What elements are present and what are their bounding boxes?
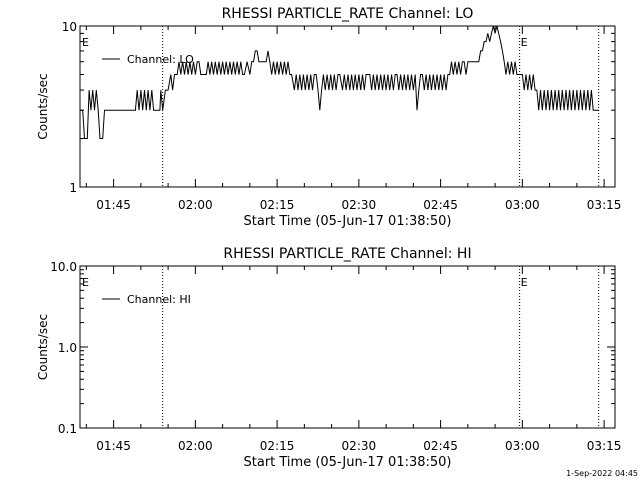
x-tick-label: 02:15 bbox=[260, 439, 295, 453]
footer-timestamp: 1-Sep-2022 04:45 bbox=[566, 469, 638, 478]
x-tick-label: 02:45 bbox=[423, 439, 458, 453]
x-tick-label: 03:15 bbox=[587, 439, 622, 453]
x-tick-label: 03:00 bbox=[505, 198, 540, 212]
x-tick-label: 02:15 bbox=[260, 198, 295, 212]
x-axis-label: Start Time (05-Jun-17 01:38:50) bbox=[244, 214, 452, 229]
series-line-channel-lo bbox=[80, 25, 599, 139]
y-tick-label: 1.0 bbox=[58, 341, 77, 355]
y-tick-label: 10 bbox=[62, 20, 77, 34]
event-marker-label: E bbox=[521, 276, 528, 289]
chart-panel-1: RHESSI PARTICLE_RATE Channel: LO 1 10 Count… bbox=[36, 6, 621, 229]
y-tick-label: 10.0 bbox=[50, 260, 77, 274]
legend-label: Channel: HI bbox=[127, 293, 191, 306]
x-tick-label: 03:00 bbox=[505, 439, 540, 453]
event-marker-label: E bbox=[521, 36, 528, 49]
plot-frame bbox=[79, 25, 616, 188]
y-tick-label: 1 bbox=[69, 181, 77, 195]
chart-title: RHESSI PARTICLE_RATE Channel: LO bbox=[222, 6, 474, 22]
event-marker-label: E bbox=[82, 276, 89, 289]
legend-label: Channel: LO bbox=[127, 53, 194, 66]
x-tick-label: 02:45 bbox=[423, 198, 458, 212]
x-tick-label: 02:00 bbox=[178, 198, 213, 212]
chart-title: RHESSI PARTICLE_RATE Channel: HI bbox=[223, 246, 471, 262]
y-axis-label: Counts/sec bbox=[36, 314, 50, 380]
plot-frame bbox=[79, 265, 616, 429]
y-axis-label: Counts/sec bbox=[36, 73, 50, 139]
x-tick-label: 02:30 bbox=[342, 198, 377, 212]
x-tick-label: 01:45 bbox=[96, 198, 131, 212]
x-tick-label: 02:30 bbox=[342, 439, 377, 453]
event-marker-label: E bbox=[82, 36, 89, 49]
x-tick-label: 01:45 bbox=[96, 439, 131, 453]
y-tick-label: 0.1 bbox=[58, 422, 77, 436]
x-axis-label: Start Time (05-Jun-17 01:38:50) bbox=[244, 455, 452, 470]
x-tick-label: 02:00 bbox=[178, 439, 213, 453]
chart-panel-2: RHESSI PARTICLE_RATE Channel: HI 0.1 1.0 10… bbox=[36, 246, 621, 470]
x-tick-label: 03:15 bbox=[587, 198, 622, 212]
